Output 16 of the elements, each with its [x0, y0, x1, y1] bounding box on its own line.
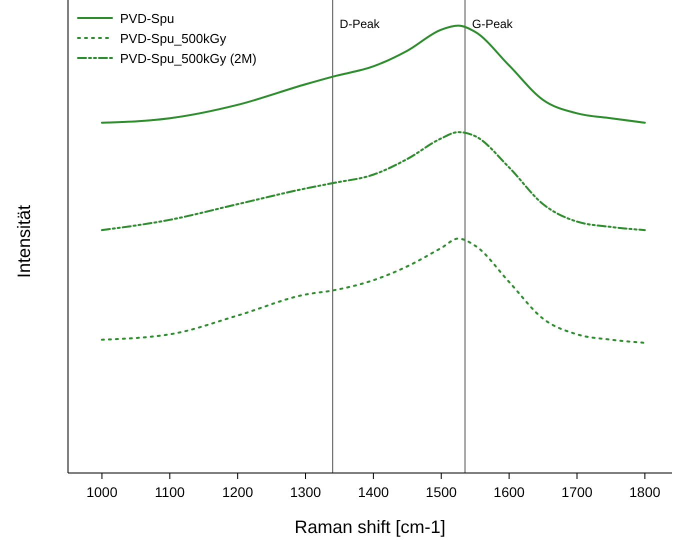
y-axis-title: Intensität: [14, 204, 34, 278]
legend-label: PVD-Spu: [120, 11, 174, 26]
x-tick-label: 1800: [629, 484, 661, 500]
x-axis-title: Raman shift [cm-1]: [294, 517, 446, 537]
legend-label: PVD-Spu_500kGy: [120, 31, 227, 46]
x-tick-label: 1200: [222, 484, 254, 500]
ref-line-label: D-Peak: [340, 17, 381, 31]
x-tick-label: 1600: [494, 484, 525, 500]
legend-label: PVD-Spu_500kGy (2M): [120, 51, 257, 66]
ref-line-label: G-Peak: [472, 17, 514, 31]
x-tick-label: 1500: [426, 484, 458, 500]
x-tick-label: 1300: [290, 484, 322, 500]
x-tick-label: 1400: [358, 484, 390, 500]
x-tick-label: 1700: [561, 484, 593, 500]
x-tick-label: 1000: [86, 484, 118, 500]
x-tick-label: 1100: [154, 484, 186, 500]
